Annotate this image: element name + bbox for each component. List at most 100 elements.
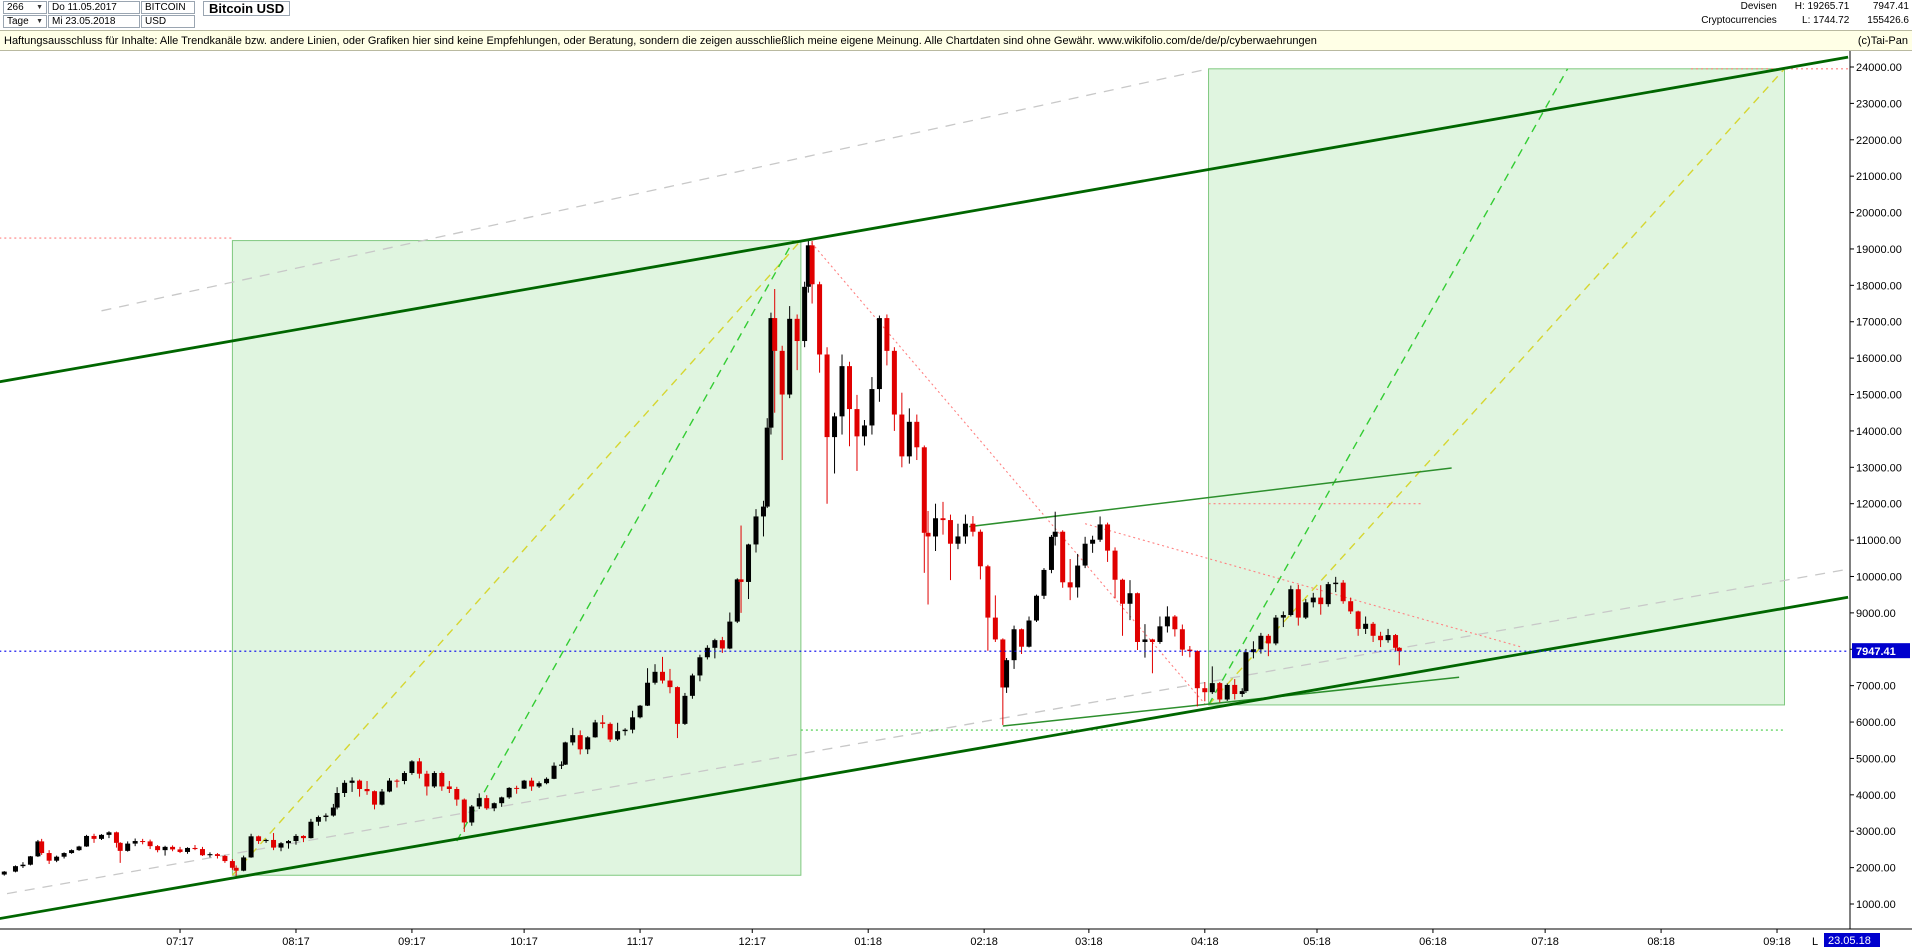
candle-body <box>1120 579 1126 604</box>
period-selector[interactable]: Tage ▼ <box>3 15 47 28</box>
candle-body <box>1 871 7 875</box>
candle-body <box>192 847 198 850</box>
candle-body <box>985 566 991 618</box>
end-date-field[interactable]: Mi 23.05.2018 <box>48 15 140 28</box>
candle-body <box>416 761 422 774</box>
last-price-tag <box>1852 643 1910 659</box>
candle-body <box>394 780 400 782</box>
x-axis-label: 05:18 <box>1303 936 1331 948</box>
candle-body <box>839 366 845 417</box>
candle-body <box>323 815 329 818</box>
candle-body <box>491 803 497 809</box>
candle-body <box>117 842 123 851</box>
candle-body <box>1280 615 1286 618</box>
candle-body <box>1288 589 1294 616</box>
candle-body <box>712 640 718 648</box>
symbol-field[interactable]: BITCOIN <box>141 1 195 14</box>
bar-count-selector[interactable]: 266 ▼ <box>3 1 47 14</box>
candle-body <box>824 354 830 438</box>
y-axis-label: 9000.00 <box>1856 608 1896 620</box>
start-date-field[interactable]: Do 11.05.2017 <box>48 1 140 14</box>
candle-body <box>622 729 628 732</box>
y-axis-label: 1000.00 <box>1856 899 1896 911</box>
candle-body <box>1011 629 1017 661</box>
candle-body <box>884 318 890 351</box>
candle-body <box>1318 597 1324 605</box>
candle-body <box>349 780 355 783</box>
candle-body <box>1370 623 1376 636</box>
toolbar: 266 ▼ Do 11.05.2017 BITCOIN Tage ▼ Mi 23… <box>0 0 1912 30</box>
y-axis-label: 10000.00 <box>1856 571 1902 583</box>
x-axis-label: 07:18 <box>1531 936 1559 948</box>
candle-body <box>1340 582 1346 602</box>
disclaimer-text: Haftungsausschluss für Inhalte: Alle Tre… <box>4 35 1317 47</box>
field-grid: 266 ▼ Do 11.05.2017 BITCOIN Tage ▼ Mi 23… <box>3 1 195 28</box>
candle-body <box>1239 691 1245 695</box>
candle-body <box>1217 683 1223 700</box>
candle-body <box>955 536 961 544</box>
candle-body <box>514 787 520 789</box>
candle-body <box>802 286 808 342</box>
candle-body <box>476 798 482 807</box>
candle-body <box>1243 652 1249 692</box>
candle-body <box>899 414 905 457</box>
candle-body <box>1363 623 1369 629</box>
bar-count-value: 266 <box>7 1 24 13</box>
candle-body <box>35 841 41 857</box>
candle-body <box>1164 616 1170 627</box>
candle-body <box>233 867 239 871</box>
candle-body <box>562 742 568 765</box>
y-axis-label: 24000.00 <box>1856 62 1902 74</box>
candle-body <box>962 523 968 537</box>
candle-body <box>1187 649 1193 652</box>
candle-body <box>544 778 550 784</box>
x-axis-label: 07:17 <box>166 936 194 948</box>
candle-body <box>69 850 75 854</box>
candle-body <box>1000 639 1006 688</box>
candle-body <box>315 817 321 822</box>
y-axis-label: 23000.00 <box>1856 98 1902 110</box>
candle-body <box>630 717 636 730</box>
candle-body <box>1127 593 1133 604</box>
candle-body <box>469 806 475 823</box>
candle-body <box>1295 589 1301 618</box>
x-axis-label: 12:17 <box>738 936 766 948</box>
candlestick-chart[interactable]: 24000.00 23000.00 22000.00 21000.00 20000.00… <box>0 51 1912 952</box>
candle-body <box>847 366 852 410</box>
candle-body <box>645 682 651 706</box>
candle-body <box>1265 635 1271 644</box>
candle-body <box>372 791 378 805</box>
x-axis-label: 04:18 <box>1191 936 1219 948</box>
candle-body <box>861 425 867 437</box>
candle-body <box>461 799 467 823</box>
y-axis-label: 15000.00 <box>1856 390 1902 402</box>
candle-body <box>906 421 912 457</box>
category-column: Devisen Cryptocurrencies <box>1701 1 1777 26</box>
candle-body <box>551 765 557 779</box>
candle-body <box>1250 649 1256 653</box>
candle-body <box>817 284 823 355</box>
y-axis-label: 18000.00 <box>1856 280 1902 292</box>
candle-body <box>577 735 583 750</box>
candle-body <box>140 841 146 843</box>
candle-body <box>914 421 920 448</box>
high-low-column: H: 19265.71 L: 1744.72 <box>1795 1 1850 26</box>
y-axis-label: 6000.00 <box>1856 717 1896 729</box>
candle-body <box>1348 601 1354 612</box>
candle-body <box>876 318 882 390</box>
candle-body <box>1052 531 1058 537</box>
candle-body <box>248 836 254 858</box>
candle-body <box>222 855 228 862</box>
y-axis-label: 19000.00 <box>1856 244 1902 256</box>
instrument-controls: 266 ▼ Do 11.05.2017 BITCOIN Tage ▼ Mi 23… <box>3 1 291 28</box>
candle-body <box>125 843 131 851</box>
upper-channel-line <box>0 55 1849 384</box>
x-axis-label: 06:18 <box>1419 936 1447 948</box>
candle-body <box>379 791 385 805</box>
candle-body <box>674 687 680 724</box>
y-axis-label: 22000.00 <box>1856 135 1902 147</box>
chart-area[interactable]: 24000.00 23000.00 22000.00 21000.00 20000.00… <box>0 51 1912 952</box>
last-date-tag <box>1824 933 1880 947</box>
candle-body <box>1149 639 1155 642</box>
